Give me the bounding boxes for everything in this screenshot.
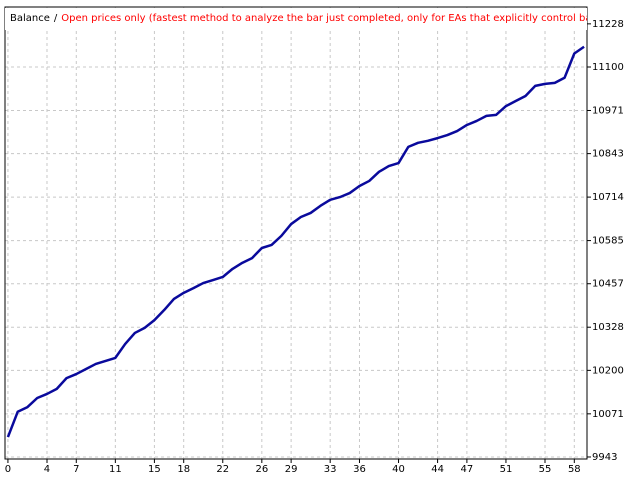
x-tick-label: 33 <box>324 464 337 475</box>
x-tick-label: 51 <box>500 464 513 475</box>
x-tick-label: 15 <box>148 464 161 475</box>
x-tick-label: 36 <box>353 464 366 475</box>
x-tick-label: 55 <box>539 464 552 475</box>
y-tick-label: 10200 <box>592 365 624 376</box>
x-tick-label: 40 <box>392 464 405 475</box>
header: Balance / Open prices only (fastest method… <box>5 8 639 30</box>
y-tick-label: 10585 <box>592 236 624 247</box>
x-tick-label: 4 <box>44 464 50 475</box>
x-tick-label: 0 <box>5 464 11 475</box>
y-tick-label: 9943 <box>592 452 617 463</box>
y-tick-label: 11100 <box>592 62 624 73</box>
y-tick-label: 10843 <box>592 149 624 160</box>
header-bg <box>5 8 587 30</box>
y-tick-label: 10071 <box>592 409 624 420</box>
x-tick-label: 11 <box>109 464 122 475</box>
grid <box>5 7 587 459</box>
y-tick-label: 11228 <box>592 19 624 30</box>
y-tick-label: 10971 <box>592 105 624 116</box>
chart-title: Balance <box>10 13 50 24</box>
header-text: Balance / Open prices only (fastest method… <box>10 13 639 24</box>
x-tick-label: 47 <box>461 464 474 475</box>
x-tick-label: 26 <box>255 464 268 475</box>
axes: 9943 10071 10200 10328 10457 10585 10714 10843 1… <box>5 19 624 475</box>
x-tick-label: 22 <box>216 464 229 475</box>
x-tick-label: 7 <box>73 464 79 475</box>
plot-frame <box>4 6 588 460</box>
chart-subtitle: Open prices only (fastest method to anal… <box>61 13 639 24</box>
y-tick-label: 10328 <box>592 322 624 333</box>
x-tick-label: 18 <box>177 464 190 475</box>
x-tick-label: 44 <box>431 464 444 475</box>
plot <box>6 45 585 438</box>
y-tick-label: 10714 <box>592 192 624 203</box>
separator: / <box>54 13 58 24</box>
x-tick-label: 29 <box>285 464 298 475</box>
x-tick-label: 58 <box>568 464 581 475</box>
balance-line <box>6 45 585 438</box>
y-tick-label: 10457 <box>592 279 624 290</box>
